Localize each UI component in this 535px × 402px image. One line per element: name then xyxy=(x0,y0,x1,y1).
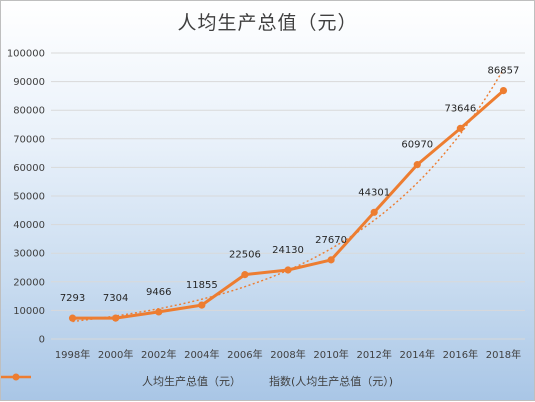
data-label: 11855 xyxy=(186,280,218,291)
x-tick-label: 2012年 xyxy=(356,348,391,361)
x-tick-label: 1998年 xyxy=(55,348,90,361)
y-tick-label: 50000 xyxy=(13,192,45,203)
x-tick-label: 2010年 xyxy=(313,348,348,361)
legend-label-series: 人均生产总值（元） xyxy=(141,375,241,388)
legend-marker-trend xyxy=(1,376,31,378)
data-label: 73646 xyxy=(444,103,476,114)
data-point xyxy=(499,86,508,95)
data-label: 9466 xyxy=(146,287,171,298)
y-tick-label: 60000 xyxy=(13,163,45,174)
x-tick-label: 2004年 xyxy=(184,348,219,361)
legend-item-trend[interactable]: 指数(人均生产总值（元）) xyxy=(1,373,394,389)
trendline xyxy=(72,69,505,323)
data-point xyxy=(112,314,120,322)
data-label: 22506 xyxy=(229,250,261,261)
legend-label-trend: 指数(人均生产总值（元）) xyxy=(268,375,394,388)
y-tick-label: 20000 xyxy=(13,277,45,288)
data-label: 7293 xyxy=(60,293,85,304)
x-tick-label: 2002年 xyxy=(141,348,176,361)
data-label: 44301 xyxy=(358,187,390,198)
x-tick-label: 2014年 xyxy=(400,348,435,361)
data-point xyxy=(413,161,421,169)
chart-title: 人均生产总值（元） xyxy=(177,12,358,34)
y-tick-label: 80000 xyxy=(13,106,45,117)
data-label: 86857 xyxy=(488,66,520,77)
y-tick-label: 70000 xyxy=(13,134,45,145)
y-tick-label: 100000 xyxy=(7,49,45,60)
y-tick-label: 10000 xyxy=(13,306,45,317)
y-tick-label: 90000 xyxy=(13,77,45,88)
data-point xyxy=(241,271,249,279)
x-tick-label: 2006年 xyxy=(227,348,262,361)
data-point xyxy=(284,266,292,274)
x-tick-label: 2016年 xyxy=(443,348,478,361)
data-point xyxy=(327,256,335,264)
data-point xyxy=(456,124,464,132)
data-label: 60970 xyxy=(401,140,433,151)
y-tick-label: 30000 xyxy=(13,249,45,260)
series-line xyxy=(72,89,505,320)
data-label: 27670 xyxy=(315,235,347,246)
y-tick-label: 0 xyxy=(39,335,45,346)
data-point xyxy=(198,301,206,309)
x-tick-label: 2018年 xyxy=(486,348,521,361)
data-label: 24130 xyxy=(272,245,304,256)
chart-legend: 人均生产总值（元） 指数(人均生产总值（元）) xyxy=(1,372,534,390)
x-tick-label: 2008年 xyxy=(270,348,305,361)
data-label: 7304 xyxy=(103,293,128,304)
x-tick-label: 2000年 xyxy=(98,348,133,361)
data-point xyxy=(68,314,77,322)
y-tick-label: 40000 xyxy=(13,220,45,231)
legend-item-series[interactable]: 人均生产总值（元） xyxy=(1,373,241,389)
data-point xyxy=(370,208,378,216)
data-point xyxy=(155,308,163,316)
